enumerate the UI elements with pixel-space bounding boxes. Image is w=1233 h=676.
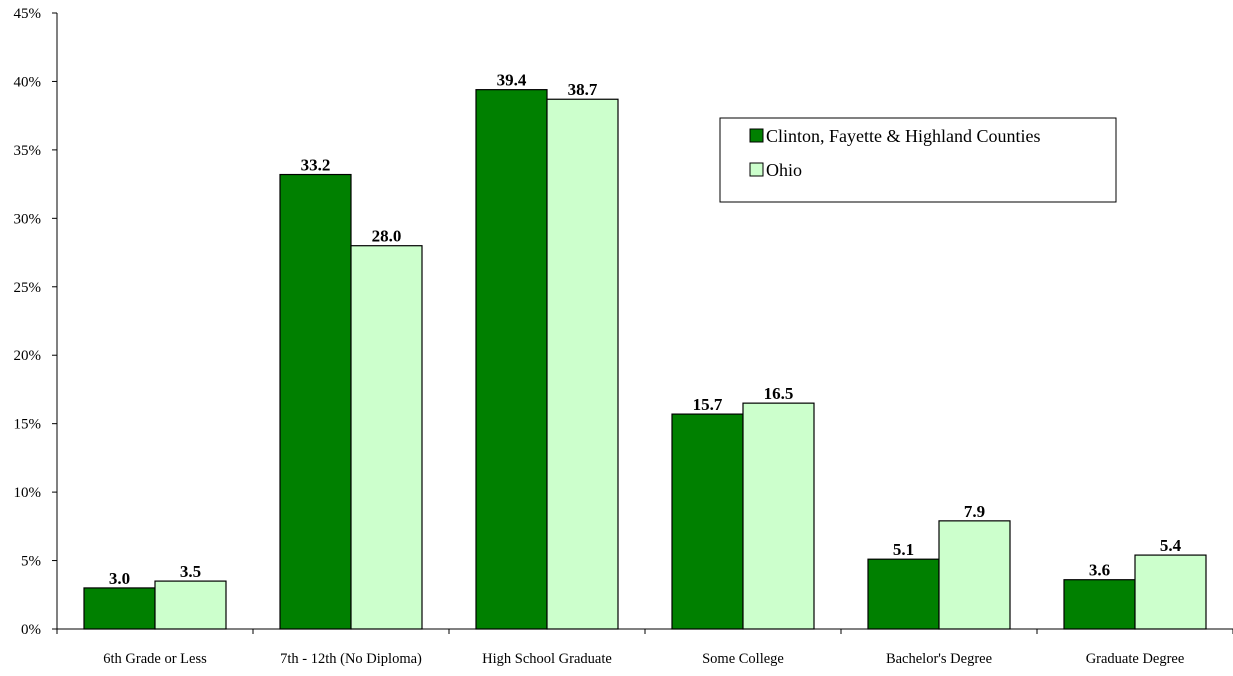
data-label-region-0: 3.0 bbox=[109, 569, 130, 588]
y-tick-label-0: 0% bbox=[21, 622, 41, 638]
x-tick-label-0: 6th Grade or Less bbox=[103, 651, 207, 667]
y-tick-label-7: 35% bbox=[14, 143, 42, 159]
x-tick-label-3: Some College bbox=[702, 651, 784, 667]
bar-ohio-3 bbox=[743, 403, 814, 629]
bar-region-1 bbox=[280, 175, 351, 629]
y-tick-label-3: 15% bbox=[14, 417, 42, 433]
y-tick-label-4: 20% bbox=[14, 348, 42, 364]
data-label-region-5: 3.6 bbox=[1089, 561, 1110, 580]
data-label-ohio-2: 38.7 bbox=[568, 80, 598, 99]
legend-swatch-region bbox=[750, 129, 763, 142]
bar-region-4 bbox=[868, 559, 939, 629]
y-tick-label-6: 30% bbox=[14, 211, 42, 227]
bar-region-5 bbox=[1064, 580, 1135, 629]
legend: Clinton, Fayette & Highland Counties Ohio bbox=[720, 118, 1116, 202]
data-label-region-3: 15.7 bbox=[693, 395, 723, 414]
x-tick-label-4: Bachelor's Degree bbox=[886, 651, 992, 667]
data-label-region-2: 39.4 bbox=[497, 71, 527, 90]
bar-ohio-0 bbox=[155, 581, 226, 629]
data-label-ohio-1: 28.0 bbox=[372, 227, 402, 246]
y-tick-label-9: 45% bbox=[14, 6, 42, 22]
data-label-ohio-4: 7.9 bbox=[964, 502, 985, 521]
x-tick-label-5: Graduate Degree bbox=[1086, 651, 1185, 667]
bar-region-2 bbox=[476, 90, 547, 629]
legend-label-ohio: Ohio bbox=[766, 160, 802, 180]
y-tick-label-5: 25% bbox=[14, 280, 42, 296]
bar-region-0 bbox=[84, 588, 155, 629]
y-tick-label-1: 5% bbox=[21, 554, 41, 570]
y-tick-label-2: 10% bbox=[14, 485, 42, 501]
bar-ohio-5 bbox=[1135, 555, 1206, 629]
x-tick-label-2: High School Graduate bbox=[482, 651, 612, 667]
data-label-ohio-5: 5.4 bbox=[1160, 536, 1182, 555]
legend-label-region: Clinton, Fayette & Highland Counties bbox=[766, 126, 1040, 146]
x-tick-label-1: 7th - 12th (No Diploma) bbox=[280, 651, 422, 667]
bar-ohio-1 bbox=[351, 246, 422, 629]
data-label-ohio-3: 16.5 bbox=[764, 384, 794, 403]
bar-ohio-4 bbox=[939, 521, 1010, 629]
legend-swatch-ohio bbox=[750, 163, 763, 176]
bar-region-3 bbox=[672, 414, 743, 629]
bar-ohio-2 bbox=[547, 99, 618, 629]
data-label-region-1: 33.2 bbox=[301, 156, 331, 175]
y-tick-label-8: 40% bbox=[14, 74, 42, 90]
data-label-region-4: 5.1 bbox=[893, 540, 914, 559]
data-label-ohio-0: 3.5 bbox=[180, 562, 201, 581]
